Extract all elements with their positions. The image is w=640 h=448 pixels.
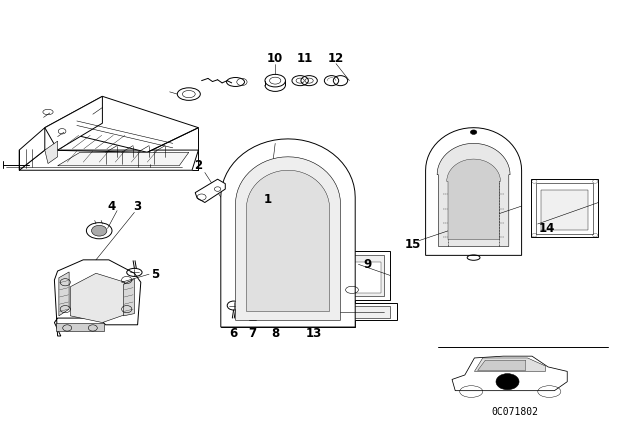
Bar xyxy=(314,303,397,320)
Text: 9: 9 xyxy=(364,258,372,271)
Text: 10: 10 xyxy=(267,52,284,65)
Text: 4: 4 xyxy=(108,200,116,214)
Text: 2: 2 xyxy=(195,159,202,172)
Bar xyxy=(531,179,598,237)
Polygon shape xyxy=(437,143,510,246)
Polygon shape xyxy=(54,260,141,336)
Text: 15: 15 xyxy=(404,237,421,251)
Polygon shape xyxy=(45,96,198,152)
Polygon shape xyxy=(474,358,545,371)
Polygon shape xyxy=(45,96,102,150)
Polygon shape xyxy=(221,139,355,327)
Text: 11: 11 xyxy=(296,52,313,65)
Polygon shape xyxy=(452,356,567,391)
Bar xyxy=(323,262,381,293)
Text: 0C071802: 0C071802 xyxy=(492,407,538,417)
Text: 5: 5 xyxy=(152,267,159,281)
Ellipse shape xyxy=(92,225,107,236)
Text: 14: 14 xyxy=(539,222,556,235)
Bar xyxy=(541,190,588,230)
Text: 1: 1 xyxy=(264,193,271,206)
Bar xyxy=(221,300,355,327)
Polygon shape xyxy=(236,157,340,320)
Bar xyxy=(320,255,384,296)
Bar xyxy=(536,183,593,234)
Ellipse shape xyxy=(470,130,477,134)
Bar xyxy=(266,291,298,320)
Polygon shape xyxy=(447,159,500,240)
Polygon shape xyxy=(45,141,58,164)
Polygon shape xyxy=(426,128,522,255)
Text: 12: 12 xyxy=(328,52,344,65)
Text: 13: 13 xyxy=(305,327,322,340)
Text: 8: 8 xyxy=(271,327,279,340)
Ellipse shape xyxy=(496,374,519,390)
Text: 6: 6 xyxy=(230,327,237,340)
Polygon shape xyxy=(477,360,525,370)
Bar xyxy=(314,251,390,300)
Polygon shape xyxy=(195,179,225,202)
Polygon shape xyxy=(250,293,259,320)
Polygon shape xyxy=(58,152,189,166)
Text: 7: 7 xyxy=(249,327,257,340)
Polygon shape xyxy=(246,170,330,311)
Polygon shape xyxy=(19,150,198,170)
Polygon shape xyxy=(59,272,69,316)
Polygon shape xyxy=(56,323,104,331)
Polygon shape xyxy=(70,273,128,323)
Polygon shape xyxy=(124,279,134,316)
Bar xyxy=(320,306,390,318)
Polygon shape xyxy=(19,128,45,170)
Text: 3: 3 xyxy=(134,200,141,214)
Bar xyxy=(269,296,294,318)
